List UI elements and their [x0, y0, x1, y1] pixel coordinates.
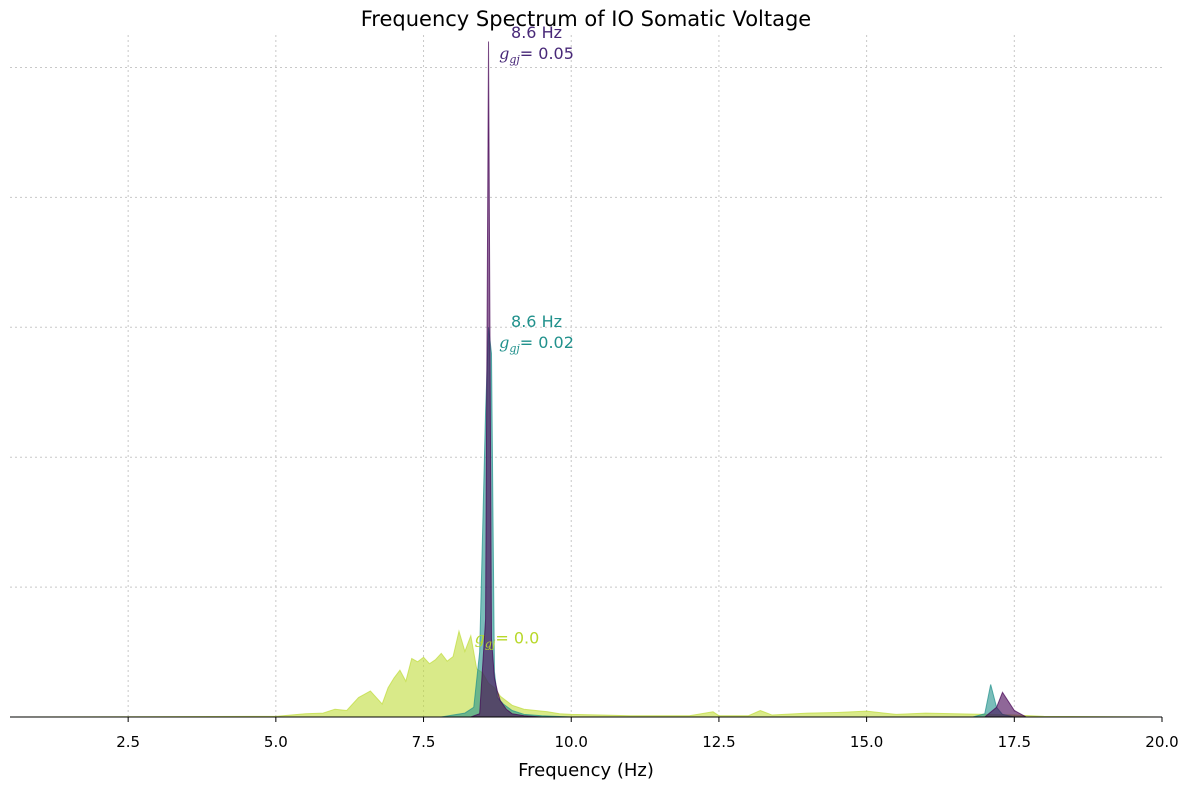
x-tick-label: 5.0: [264, 733, 288, 751]
annotation-frequency: 8.6 Hz: [511, 312, 562, 331]
annotation-g-subscript: gj: [509, 53, 520, 66]
x-tick-label: 10.0: [555, 733, 588, 751]
annotation-coupling: ggj= 0.0: [475, 628, 540, 650]
annotation-g-symbol: g: [499, 333, 509, 352]
annotation-g-value: = 0.02: [520, 333, 574, 352]
x-tick-label: 7.5: [412, 733, 436, 751]
x-tick-label: 12.5: [702, 733, 735, 751]
chart-title: Frequency Spectrum of IO Somatic Voltage: [361, 7, 811, 31]
series-areas: [9, 41, 1163, 718]
grid: [10, 35, 1162, 717]
x-tick-label: 2.5: [116, 733, 140, 751]
annotation-g-subscript: gj: [485, 637, 496, 650]
peak-annotation-2: ggj= 0.0: [475, 628, 540, 650]
annotation-frequency: 8.6 Hz: [511, 23, 562, 42]
series-area-1: [10, 327, 1162, 718]
x-axis-label: Frequency (Hz): [518, 760, 654, 781]
annotation-g-symbol: g: [499, 44, 509, 63]
annotation-g-subscript: gj: [509, 342, 520, 355]
series-area-2: [10, 41, 1162, 718]
x-tick-label: 15.0: [850, 733, 883, 751]
annotation-coupling: ggj= 0.05: [499, 44, 574, 66]
annotation-coupling: ggj= 0.02: [499, 333, 574, 355]
x-axis-ticks: 2.5 5.0 7.5 10.0 12.5 15.0 17.5 20.0: [116, 717, 1179, 751]
x-tick-label: 20.0: [1145, 733, 1178, 751]
annotation-g-value: = 0.0: [495, 628, 539, 647]
x-tick-label: 17.5: [998, 733, 1031, 751]
annotation-g-value: = 0.05: [520, 44, 574, 63]
annotation-g-symbol: g: [475, 628, 485, 647]
